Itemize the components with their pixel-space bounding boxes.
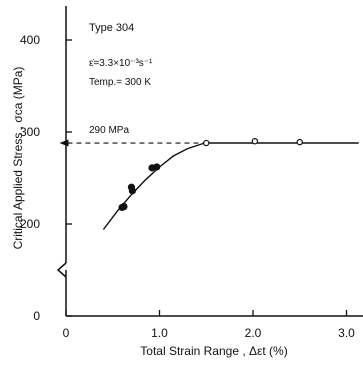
y-axis-ticks: 0 200 300 400 bbox=[20, 33, 72, 323]
open-data-point bbox=[296, 138, 303, 146]
y-tick-label: 300 bbox=[20, 125, 40, 139]
x-tick-label: 0 bbox=[63, 326, 70, 340]
trend-curve bbox=[102, 142, 359, 230]
data-points bbox=[118, 137, 303, 212]
material-annotation: Type 304 ε̇=3.3×10⁻³s⁻¹ Temp.= 300 K bbox=[89, 22, 153, 88]
open-data-point bbox=[203, 139, 210, 147]
filled-data-point bbox=[153, 163, 161, 171]
strain-rate-label: ε̇=3.3×10⁻³s⁻¹ bbox=[89, 58, 153, 69]
x-tick-label: 3.0 bbox=[338, 326, 355, 340]
temperature-label: Temp.= 300 K bbox=[89, 77, 151, 88]
y-tick-label: 200 bbox=[20, 217, 40, 231]
y-tick-label: 400 bbox=[20, 33, 40, 47]
y-tick-label: 0 bbox=[33, 309, 40, 323]
x-tick-label: 1.0 bbox=[151, 326, 168, 340]
x-tick-label: 2.0 bbox=[245, 326, 262, 340]
filled-data-point bbox=[120, 202, 128, 211]
threshold-label: 290 MPa bbox=[89, 125, 129, 136]
filled-data-point bbox=[128, 187, 136, 195]
threshold-arrow-head bbox=[59, 139, 69, 147]
open-data-point bbox=[251, 137, 259, 145]
x-axis-title: Total Strain Range , Δεt (%) bbox=[140, 344, 287, 358]
material-label: Type 304 bbox=[89, 22, 134, 34]
x-axis-ticks: 0 1.0 2.0 3.0 bbox=[63, 310, 355, 340]
plot-frame bbox=[56, 6, 363, 317]
y-axis-title: Critical Applied Stress , σca (MPa) bbox=[11, 67, 25, 250]
y-axis-break bbox=[56, 262, 67, 278]
